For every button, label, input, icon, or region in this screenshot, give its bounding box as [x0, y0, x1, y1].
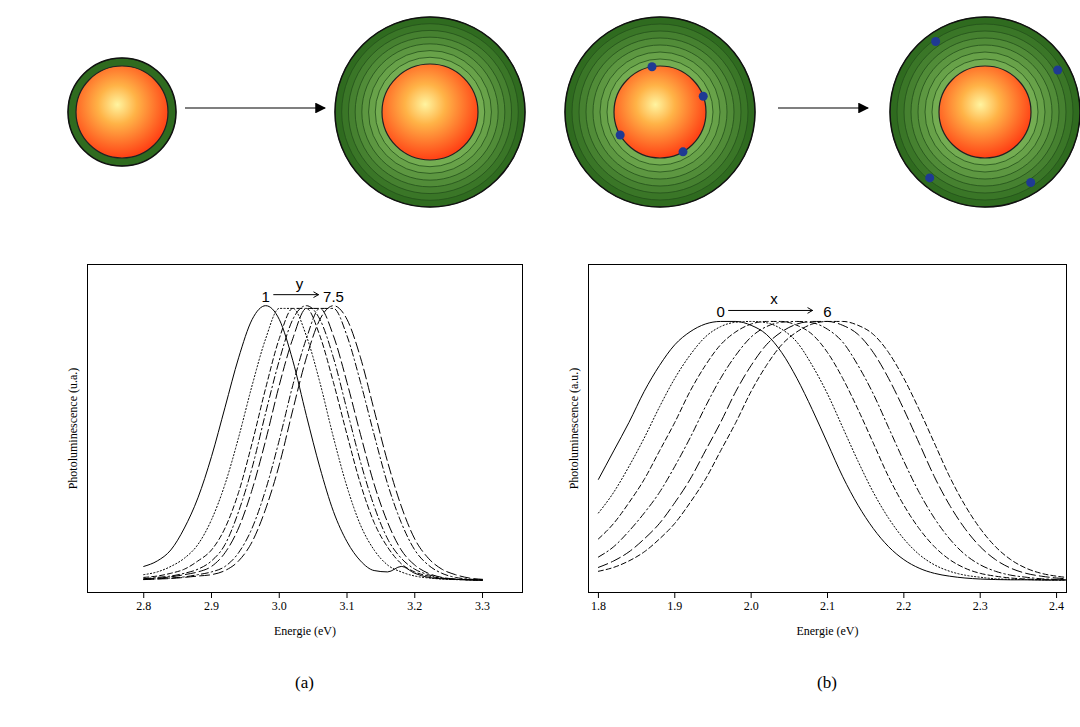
svg-text:2.0: 2.0 [744, 599, 759, 613]
svg-text:3.1: 3.1 [340, 599, 355, 613]
svg-text:Energie (eV): Energie (eV) [796, 624, 858, 638]
svg-text:2.8: 2.8 [136, 599, 151, 613]
svg-text:1.8: 1.8 [591, 599, 606, 613]
svg-text:7.5: 7.5 [323, 288, 344, 305]
svg-text:y: y [296, 275, 304, 292]
svg-text:Photoluminescence (a.u.): Photoluminescence (a.u.) [567, 368, 581, 490]
svg-text:Energie (eV): Energie (eV) [274, 624, 336, 638]
svg-text:3.0: 3.0 [272, 599, 287, 613]
svg-text:Photoluminescence (u.a.): Photoluminescence (u.a.) [66, 368, 80, 490]
html-text:(a): (a) [295, 673, 314, 692]
svg-text:0: 0 [716, 303, 724, 320]
svg-text:2.9: 2.9 [204, 599, 219, 613]
svg-text:2.1: 2.1 [820, 599, 835, 613]
svg-text:1.9: 1.9 [667, 599, 682, 613]
svg-text:x: x [770, 290, 778, 307]
svg-text:2.4: 2.4 [1049, 599, 1064, 613]
svg-text:6: 6 [823, 303, 831, 320]
svg-text:3.3: 3.3 [475, 599, 490, 613]
svg-text:2.3: 2.3 [973, 599, 988, 613]
svg-text:2.2: 2.2 [896, 599, 911, 613]
svg-text:1: 1 [262, 288, 270, 305]
html-text:(b): (b) [817, 673, 837, 692]
svg-text:3.2: 3.2 [407, 599, 422, 613]
